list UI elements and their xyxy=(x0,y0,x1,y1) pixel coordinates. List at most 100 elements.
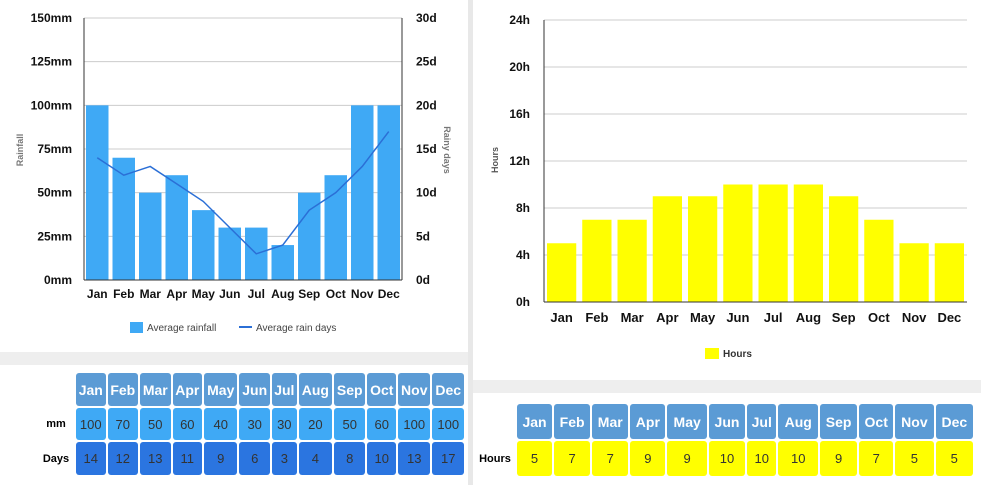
y-tick-label: 24h xyxy=(509,13,530,27)
x-tick-label: Nov xyxy=(902,310,927,325)
rainfall-cell: 100 xyxy=(76,408,106,440)
y-tick-label: 50mm xyxy=(37,186,72,200)
y-tick-label: 8h xyxy=(516,201,530,215)
x-tick-label: Sep xyxy=(298,287,320,301)
rainfall-cell: 30 xyxy=(271,408,297,440)
hours-bar xyxy=(829,196,859,302)
row-label-mm: mm xyxy=(38,408,74,440)
legend-swatch-rainfall xyxy=(130,322,143,333)
corner xyxy=(475,404,515,439)
x-tick-label: Dec xyxy=(937,310,961,325)
rainfall-bar xyxy=(165,175,188,280)
rainfall-panel: 0mm 0d 25mm 5d 50mm 10d 75mm 15d 100mm 20d 125mm 25… xyxy=(0,0,468,485)
hours-bar xyxy=(547,243,577,302)
rain-days-cell: 6 xyxy=(239,442,270,475)
month-header: Apr xyxy=(630,404,666,439)
hours-cell: 7 xyxy=(859,441,894,476)
separator xyxy=(0,352,468,365)
x-tick-label: Jun xyxy=(726,310,749,325)
rainfall-cell: 100 xyxy=(432,408,464,440)
x-tick-label: Jul xyxy=(248,287,265,301)
y2-tick-label: 30d xyxy=(416,11,437,25)
y-axis-title: Rainfall xyxy=(15,134,25,167)
y-tick-label: 16h xyxy=(509,107,530,121)
y-tick-label: 4h xyxy=(516,248,530,262)
hours-bar xyxy=(899,243,929,302)
rainfall-chart: 0mm 0d 25mm 5d 50mm 10d 75mm 15d 100mm 20d 125mm 25… xyxy=(15,11,452,334)
hours-cell: 9 xyxy=(630,441,666,476)
x-tick-label: Sep xyxy=(832,310,856,325)
y2-axis-title: Rainy days xyxy=(442,126,452,174)
rainfall-bar xyxy=(139,192,162,280)
hours-bar xyxy=(934,243,964,302)
rainfall-cell: 60 xyxy=(367,408,397,440)
hours-cell: 5 xyxy=(517,441,553,476)
legend-label-rain-days: Average rain days xyxy=(256,323,336,334)
x-tick-label: Jan xyxy=(550,310,572,325)
month-header: Oct xyxy=(859,404,894,439)
x-tick-label: Aug xyxy=(796,310,821,325)
x-tick-label: Nov xyxy=(351,287,374,301)
rainfall-cell: 40 xyxy=(204,408,238,440)
x-tick-label: Apr xyxy=(656,310,678,325)
x-tick-label: Mar xyxy=(621,310,644,325)
hours-cell: 10 xyxy=(778,441,818,476)
rainfall-cell: 20 xyxy=(298,408,333,440)
hours-cell: 7 xyxy=(554,441,591,476)
month-header: Jul xyxy=(747,404,777,439)
rainfall-cell: 50 xyxy=(140,408,171,440)
hours-cell: 5 xyxy=(895,441,934,476)
rainfall-table: Jan Feb Mar Apr May Jun Jul Aug Sep Oct Nov Dec mm 1… xyxy=(36,371,466,477)
y-tick-label: 12h xyxy=(509,154,530,168)
hours-cell: 9 xyxy=(819,441,858,476)
y-tick-label: 75mm xyxy=(37,142,72,156)
rainfall-bar xyxy=(86,105,109,280)
month-header: May xyxy=(667,404,707,439)
y-tick-label: 125mm xyxy=(31,55,72,69)
x-tick-label: May xyxy=(690,310,716,325)
month-header: Oct xyxy=(367,373,397,406)
x-tick-label: Dec xyxy=(378,287,400,301)
legend-label-hours: Hours xyxy=(723,349,752,360)
month-header: Aug xyxy=(298,373,333,406)
rainfall-bar xyxy=(377,105,400,280)
hours-bar xyxy=(723,184,753,302)
month-header: Aug xyxy=(778,404,818,439)
rainfall-bar xyxy=(298,192,321,280)
rain-days-cell: 4 xyxy=(298,442,333,475)
hours-bar xyxy=(864,219,894,302)
month-header: Jan xyxy=(517,404,553,439)
x-tick-label: Jun xyxy=(219,287,240,301)
month-header: May xyxy=(204,373,238,406)
hours-bar xyxy=(652,196,682,302)
rain-days-cell: 3 xyxy=(271,442,297,475)
legend-label-rainfall: Average rainfall xyxy=(147,323,216,334)
sunshine-table: Jan Feb Mar Apr May Jun Jul Aug Sep Oct Nov Dec Hou… xyxy=(473,402,975,478)
hours-bar xyxy=(688,196,718,302)
hours-bar xyxy=(793,184,823,302)
hours-bar xyxy=(758,184,788,302)
rainfall-bar xyxy=(324,175,347,280)
x-tick-label: Feb xyxy=(585,310,608,325)
x-tick-label: Feb xyxy=(113,287,134,301)
row-label-hours: Hours xyxy=(475,441,515,476)
hours-cell: 7 xyxy=(592,441,629,476)
y2-tick-label: 20d xyxy=(416,98,437,112)
hours-cell: 10 xyxy=(747,441,777,476)
separator xyxy=(473,380,981,393)
x-tick-label: Oct xyxy=(326,287,346,301)
rain-days-cell: 9 xyxy=(204,442,238,475)
rain-days-cell: 10 xyxy=(367,442,397,475)
rainfall-bar xyxy=(218,227,241,280)
rainfall-bar xyxy=(192,210,215,280)
row-label-days: Days xyxy=(38,442,74,475)
sunshine-panel: 0h 4h 8h 12h 16h 20h 24h Jan Feb Mar Apr May Jun Jul A… xyxy=(473,0,981,485)
rainfall-cell: 100 xyxy=(398,408,431,440)
month-header: Dec xyxy=(432,373,464,406)
rain-days-line xyxy=(96,131,390,255)
rain-days-cell: 13 xyxy=(140,442,171,475)
y2-tick-label: 10d xyxy=(416,186,437,200)
hours-cell: 9 xyxy=(667,441,707,476)
x-tick-label: Aug xyxy=(271,287,294,301)
rainfall-cell: 50 xyxy=(334,408,366,440)
